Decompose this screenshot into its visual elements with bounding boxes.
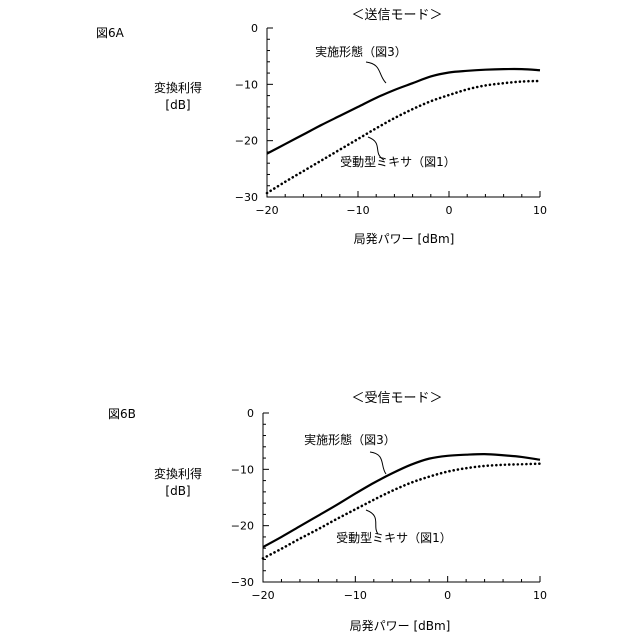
chart-title: ＜送信モード＞ — [351, 8, 442, 23]
series-annotation-embodiment: 実施形態（図3） — [315, 44, 407, 59]
chart-title: ＜受信モード＞ — [351, 391, 442, 406]
y-axis-unit: [dB] — [165, 484, 190, 498]
series-line-passive-mixer — [267, 81, 540, 193]
series-annotation-embodiment: 実施形態（図3） — [304, 432, 396, 447]
annotation-leader-line — [366, 62, 386, 83]
y-tick-label: −30 — [231, 576, 254, 589]
series-annotation-passive-mixer: 受動型ミキサ（図1） — [336, 531, 452, 545]
x-tick-label: −10 — [344, 589, 367, 602]
x-axis-label: 局発パワー [dBm] — [354, 232, 455, 246]
y-tick-label: −20 — [231, 520, 254, 533]
chart-panel-6a: 図6A ＜送信モード＞ 変換利得 [dB] 局発パワー [dBm] −20 −10 0 10 0 −… — [96, 8, 547, 246]
x-tick-label: 10 — [533, 589, 547, 602]
y-tick-label: −20 — [235, 135, 258, 148]
y-axis-label: 変換利得 — [154, 80, 202, 95]
series-line-embodiment — [267, 69, 540, 154]
series-annotation-passive-mixer: 受動型ミキサ（図1） — [340, 155, 456, 169]
y-tick-label: 0 — [247, 407, 254, 420]
figure-label: 図6B — [108, 407, 136, 421]
x-tick-label: −20 — [255, 204, 278, 217]
x-tick-label: −10 — [346, 204, 369, 217]
x-tick-label: 0 — [444, 589, 451, 602]
figure-label: 図6A — [96, 26, 125, 40]
x-tick-label: −20 — [251, 589, 274, 602]
y-tick-label: −10 — [235, 78, 258, 91]
y-axis-unit: [dB] — [165, 98, 190, 112]
y-tick-label: −10 — [231, 463, 254, 476]
y-tick-label: −30 — [235, 191, 258, 204]
x-tick-label: 0 — [446, 204, 453, 217]
annotation-leader-line — [370, 452, 386, 474]
x-tick-label: 10 — [533, 204, 547, 217]
y-axis-label: 変換利得 — [154, 466, 202, 481]
chart-panel-6b: 図6B ＜受信モード＞ 変換利得 [dB] 局発パワー [dBm] −20 −10 0 10 0 −… — [108, 391, 547, 633]
x-axis-label: 局発パワー [dBm] — [350, 619, 451, 633]
y-tick-label: 0 — [251, 22, 258, 35]
